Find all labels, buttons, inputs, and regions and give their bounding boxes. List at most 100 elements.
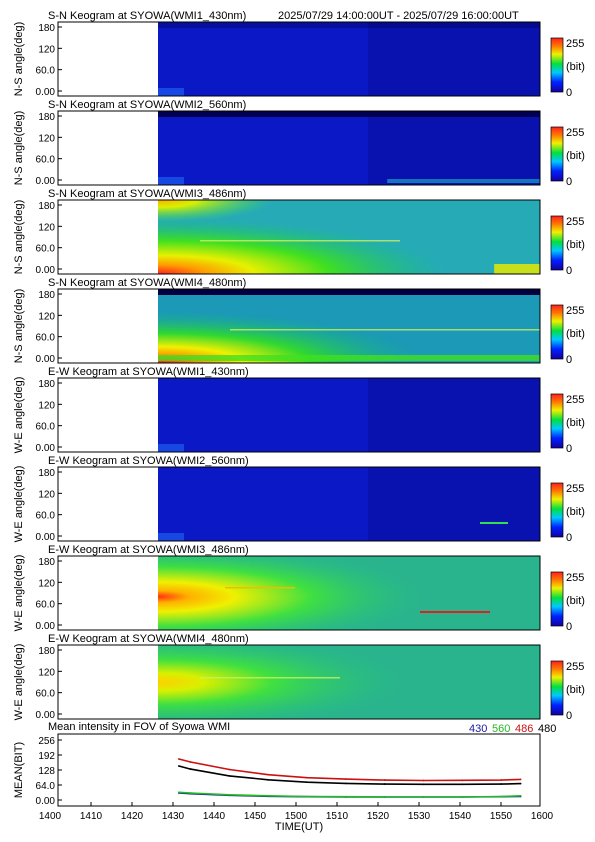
keogram-feature bbox=[494, 264, 540, 274]
y-axis-label: W-E angle(deg) bbox=[13, 377, 25, 454]
colorbar-unit-label: (bit) bbox=[566, 417, 585, 429]
keogram-band bbox=[368, 378, 540, 452]
keogram-feature bbox=[158, 355, 540, 361]
keogram-image bbox=[158, 289, 540, 363]
chart-y-tick-label: 128 bbox=[38, 766, 55, 777]
keogram-image bbox=[158, 200, 540, 274]
y-axis-label: N-S angle(deg) bbox=[13, 111, 25, 186]
colorbar: 255 (bit) 0 bbox=[550, 126, 585, 188]
chart-y-tick-label: 0.00 bbox=[36, 796, 56, 807]
chart-x-tick-label: 1410 bbox=[80, 811, 103, 822]
plot-frame bbox=[57, 644, 541, 720]
y-tick-label: 0.00 bbox=[36, 532, 56, 543]
keogram-panel-1: S-N Keogram at SYOWA(WMI1_430nm)180 120 60… bbox=[13, 10, 585, 99]
legend-entry: 430 bbox=[469, 723, 487, 735]
keogram-image bbox=[158, 111, 540, 185]
y-tick-label: 120 bbox=[38, 133, 55, 144]
y-tick-label: 120 bbox=[38, 489, 55, 500]
chart-y-label: MEAN(BIT) bbox=[13, 742, 25, 798]
colorbar: 255 (bit) 0 bbox=[550, 304, 585, 366]
data-point-480 bbox=[189, 768, 192, 770]
keogram-panels: 2025/07/29 14:00:00UT - 2025/07/29 16:00… bbox=[13, 10, 585, 722]
data-point-560 bbox=[422, 796, 425, 798]
keogram-band bbox=[368, 467, 540, 541]
y-tick-label: 0.00 bbox=[36, 354, 56, 365]
data-point-486 bbox=[422, 779, 425, 782]
chart-x-tick-label: 1600 bbox=[531, 811, 554, 822]
colorbar-gradient bbox=[550, 571, 564, 627]
chart-x-tick-label: 1500 bbox=[285, 811, 308, 822]
y-axis-label: N-S angle(deg) bbox=[13, 200, 25, 275]
data-point-560 bbox=[306, 795, 308, 798]
keogram-feature bbox=[158, 533, 184, 541]
chart-x-tick-label: 1510 bbox=[326, 811, 349, 822]
chart-x-tick-label: 1450 bbox=[244, 811, 267, 822]
data-point-560 bbox=[461, 796, 464, 798]
keogram-feature bbox=[420, 611, 490, 613]
keogram-feature bbox=[158, 177, 184, 185]
keogram-feature bbox=[225, 587, 295, 589]
colorbar-unit-label: (bit) bbox=[566, 150, 585, 162]
y-tick-label: 180 bbox=[38, 112, 55, 123]
data-point-480 bbox=[177, 765, 180, 767]
keogram-feature bbox=[230, 329, 540, 331]
data-point-486 bbox=[519, 778, 522, 781]
plot-frame bbox=[57, 466, 541, 542]
y-axis-label: N-S angle(deg) bbox=[13, 22, 25, 97]
keogram-panel-4: S-N Keogram at SYOWA(WMI4_480nm)180 120 60… bbox=[13, 277, 585, 366]
colorbar: 255 (bit) 0 bbox=[550, 482, 585, 544]
colorbar-min-label: 0 bbox=[566, 710, 572, 722]
y-tick-label: 120 bbox=[38, 44, 55, 55]
colorbar-max-label: 255 bbox=[566, 305, 584, 317]
keogram-panel-6: E-W Keogram at SYOWA(WMI2_560nm)180 120 60… bbox=[13, 455, 585, 544]
data-point-486 bbox=[177, 758, 180, 760]
colorbar: 255 (bit) 0 bbox=[550, 215, 585, 277]
chart-x-tick-label: 1520 bbox=[367, 811, 390, 822]
colorbar-max-label: 255 bbox=[566, 216, 584, 228]
legend-entry: 560 bbox=[492, 723, 510, 735]
keogram-title: E-W Keogram at SYOWA(WMI2_560nm) bbox=[48, 455, 249, 467]
colorbar-max-label: 255 bbox=[566, 394, 584, 406]
keogram-image bbox=[158, 378, 540, 452]
y-tick-label: 60.0 bbox=[36, 422, 56, 433]
chart-x-tick-label: 1530 bbox=[408, 811, 431, 822]
keogram-panel-5: E-W Keogram at SYOWA(WMI1_430nm)180 120 60… bbox=[13, 366, 585, 455]
colorbar-max-label: 255 bbox=[566, 38, 584, 50]
keogram-band bbox=[158, 289, 540, 295]
colorbar-min-label: 0 bbox=[566, 354, 572, 366]
colorbar-min-label: 0 bbox=[566, 176, 572, 188]
colorbar-gradient bbox=[550, 482, 564, 538]
keogram-panel-8: E-W Keogram at SYOWA(WMI4_480nm)180 120 60… bbox=[13, 633, 585, 722]
keogram-panel-2: S-N Keogram at SYOWA(WMI2_560nm)180 120 60… bbox=[13, 99, 585, 188]
data-point-486 bbox=[461, 779, 464, 782]
mean-intensity-panel: Mean intensity in FOV of Syowa WMI 430 560… bbox=[13, 721, 556, 833]
data-point-480 bbox=[500, 783, 503, 785]
data-point-486 bbox=[306, 776, 308, 779]
y-tick-label: 180 bbox=[38, 23, 55, 34]
colorbar: 255 (bit) 0 bbox=[550, 571, 585, 633]
legend-entry: 486 bbox=[515, 723, 533, 735]
plot-frame bbox=[57, 288, 541, 364]
keogram-feature bbox=[158, 444, 184, 452]
y-tick-label: 60.0 bbox=[36, 155, 56, 166]
keogram-feature bbox=[200, 677, 340, 679]
keogram-panel-7: E-W Keogram at SYOWA(WMI3_486nm)180 120 60… bbox=[13, 544, 585, 633]
plot-frame bbox=[57, 555, 541, 631]
keogram-glow bbox=[158, 200, 540, 274]
y-tick-label: 180 bbox=[38, 468, 55, 479]
plot-frame bbox=[57, 377, 541, 453]
y-tick-label: 120 bbox=[38, 400, 55, 411]
colorbar-min-label: 0 bbox=[566, 443, 572, 455]
data-point-486 bbox=[383, 779, 386, 781]
keogram-glow bbox=[158, 289, 540, 363]
data-point-486 bbox=[189, 761, 192, 763]
colorbar-unit-label: (bit) bbox=[566, 61, 585, 73]
colorbar-max-label: 255 bbox=[566, 572, 584, 584]
data-point-560 bbox=[500, 795, 503, 798]
data-point-480 bbox=[306, 781, 308, 784]
chart-y-tick-label: 256 bbox=[38, 736, 55, 747]
colorbar-unit-label: (bit) bbox=[566, 506, 585, 518]
keogram-glow bbox=[158, 645, 540, 719]
data-point-480 bbox=[383, 783, 386, 785]
